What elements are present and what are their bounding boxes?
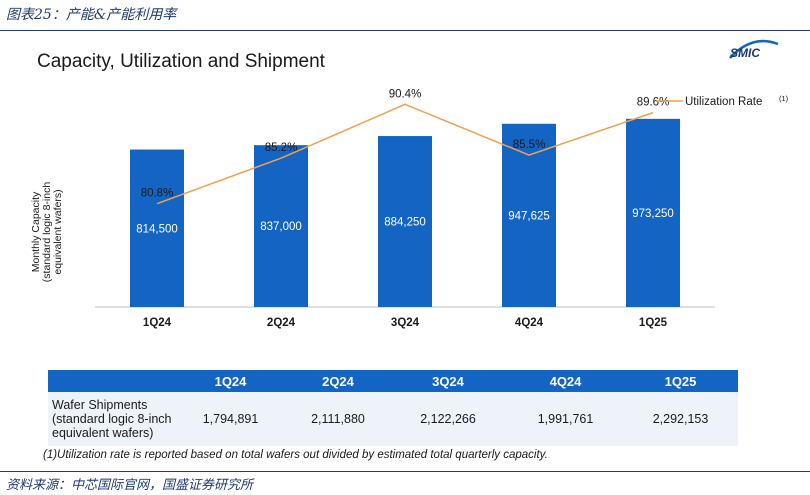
shipment-value-1q25: 2,292,153 [623,392,738,446]
x-tick-label: 3Q24 [391,317,420,329]
logo-text: SMIC [730,46,760,60]
row-label-line: equivalent wafers) [52,426,154,440]
shipment-value-1q24: 1,794,891 [173,392,288,446]
shipments-table-container: 1Q24 2Q24 3Q24 4Q24 1Q25 Wafer Shipments… [48,370,738,446]
top-divider [0,30,810,31]
logo-swoosh [729,39,779,59]
table-header-row: 1Q24 2Q24 3Q24 4Q24 1Q25 [48,370,738,392]
table-header-1q24: 1Q24 [173,370,288,392]
capacity-bar-label: 884,250 [384,217,426,229]
x-tick-label: 4Q24 [515,317,544,329]
utilization-label: 90.4% [389,88,422,100]
capacity-chart: Monthly Capacity (standard logic 8-inch eq… [30,88,789,329]
x-tick-label: 1Q25 [639,317,668,329]
table-header-3q24: 3Q24 [388,370,508,392]
legend-superscript: (1) [779,94,789,103]
utilization-label: 80.8% [141,188,174,200]
source-note: 资料来源：中芯国际官网，国盛证券研究所 [6,478,254,493]
table-header-2q24: 2Q24 [288,370,388,392]
utilization-label: 85.2% [265,142,298,154]
row-label-wafer-shipments: Wafer Shipments (standard logic 8-inch e… [48,392,173,446]
shipment-value-4q24: 1,991,761 [508,392,623,446]
row-label-line: Wafer Shipments [52,398,148,412]
table-header-1q25: 1Q25 [623,370,738,392]
capacity-bar-1q25 [626,118,680,307]
y-axis-title-line: (standard logic 8-inch [41,182,53,283]
legend-label: Utilization Rate [685,96,762,108]
utilization-line [156,103,654,205]
utilization-label: 85.5% [513,139,546,151]
capacity-bar-label: 973,250 [632,208,674,220]
utilization-label: 89.6% [637,97,670,109]
y-axis-title-line: Monthly Capacity [30,191,42,272]
capacity-bar-label: 814,500 [136,223,178,235]
table-header-blank [48,370,173,392]
x-tick-label: 1Q24 [143,317,172,329]
figure-caption: 图表25：产能&产能利用率 [6,7,177,23]
shipments-table: 1Q24 2Q24 3Q24 4Q24 1Q25 Wafer Shipments… [48,370,738,446]
bottom-divider [0,471,810,472]
capacity-bar-1q24 [130,149,184,307]
x-tick-label: 2Q24 [267,317,296,329]
capacity-bar-label: 947,625 [508,210,550,222]
capacity-bar-2q24 [254,145,308,307]
capacity-bar-3q24 [378,136,432,307]
y-axis-title-line: equivalent wafers) [52,189,64,274]
row-label-line: (standard logic 8-inch [52,412,172,426]
capacity-bar-label: 837,000 [260,221,302,233]
shipment-value-2q24: 2,111,880 [288,392,388,446]
footnote: (1)Utilization rate is reported based on… [43,449,548,461]
slide-title: Capacity, Utilization and Shipment [37,51,325,72]
table-header-4q24: 4Q24 [508,370,623,392]
shipment-value-3q24: 2,122,266 [388,392,508,446]
table-row: Wafer Shipments (standard logic 8-inch e… [48,392,738,446]
smic-logo: SMIC [729,39,779,60]
